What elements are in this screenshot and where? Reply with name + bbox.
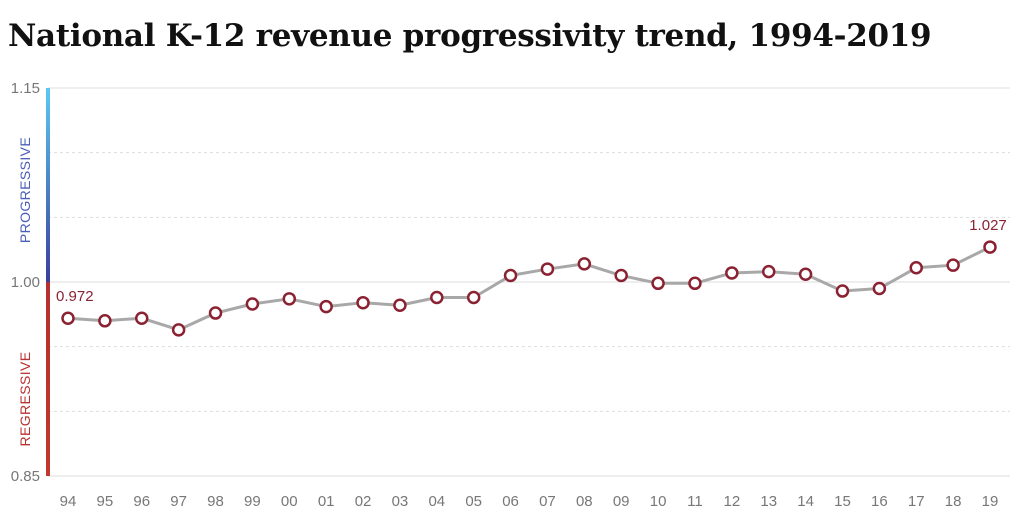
data-point	[909, 261, 923, 275]
data-point	[61, 311, 75, 325]
data-label: 0.972	[56, 288, 94, 305]
data-point	[208, 306, 223, 320]
x-tick-label: 19	[982, 493, 999, 510]
x-tick-label: 15	[834, 493, 851, 510]
data-point	[245, 297, 260, 311]
x-tick-label: 95	[97, 493, 114, 510]
data-point	[761, 264, 776, 279]
x-tick-label: 07	[539, 493, 556, 510]
data-point	[319, 299, 333, 314]
x-tick-label: 18	[945, 493, 962, 510]
data-point	[540, 262, 555, 276]
x-tick-label: 05	[465, 493, 482, 510]
x-tick-label: 04	[428, 493, 445, 510]
data-point	[798, 267, 813, 281]
y-tick-label: 1.00	[11, 274, 40, 291]
series-line-path	[67, 245, 991, 332]
data-label: 1.027	[969, 217, 1007, 234]
data-point	[356, 295, 370, 310]
x-tick-label: 00	[281, 493, 298, 510]
data-point	[98, 314, 112, 328]
x-tick-label: 94	[60, 493, 77, 510]
data-point	[651, 276, 665, 291]
x-tick-label: 10	[650, 493, 667, 510]
x-tick-label: 14	[797, 493, 814, 510]
x-tick-label: 11	[687, 493, 703, 510]
data-point	[430, 290, 444, 305]
chart-title: National K-12 revenue progressivity tren…	[8, 18, 932, 54]
x-tick-label: 13	[760, 493, 777, 510]
data-point	[872, 281, 887, 296]
y-tick-label: 1.15	[11, 80, 40, 97]
data-point	[835, 284, 850, 298]
data-point	[614, 268, 628, 283]
x-tick-label: 97	[170, 493, 187, 510]
data-point	[282, 292, 297, 306]
x-tick-label: 01	[318, 493, 335, 510]
data-labels: 0.972 1.027	[56, 217, 1007, 305]
data-point	[135, 311, 149, 325]
x-tick-label: 96	[133, 493, 150, 510]
regressive-label: REGRESSIVE	[17, 351, 33, 446]
data-point	[946, 258, 960, 272]
series-points	[61, 240, 997, 337]
y-tick-label: 0.85	[11, 468, 40, 485]
x-tick-label: 02	[355, 493, 372, 510]
x-tick-label: 16	[871, 493, 888, 510]
x-tick-label: 06	[502, 493, 519, 510]
data-point	[503, 268, 518, 283]
data-point	[171, 323, 186, 337]
data-point	[393, 298, 407, 313]
x-tick-label: 03	[392, 493, 409, 510]
progressive-label: PROGRESSIVE	[17, 137, 33, 243]
x-tick-label: 08	[576, 493, 593, 510]
data-point	[983, 240, 997, 254]
x-tick-label: 09	[613, 493, 630, 510]
x-axis-ticks: 94 95 96 97 98 99 00 01 02 03 04 05 06 07 08 09 10 11 12 13…	[60, 493, 999, 510]
data-point	[577, 257, 592, 271]
data-point	[466, 290, 481, 305]
x-tick-label: 17	[908, 493, 925, 510]
data-point	[688, 276, 702, 291]
grid-lines	[48, 87, 1010, 477]
series-line	[67, 245, 991, 332]
y-axis: 1.15 1.00 0.85 PROGRESSIVE REGRESSIVE	[11, 80, 50, 485]
progressive-axis-bar	[46, 88, 50, 282]
x-tick-label: 99	[244, 493, 261, 510]
x-tick-label: 12	[723, 493, 740, 510]
x-tick-label: 98	[207, 493, 224, 510]
regressive-axis-bar	[46, 282, 50, 476]
data-point	[725, 266, 739, 280]
